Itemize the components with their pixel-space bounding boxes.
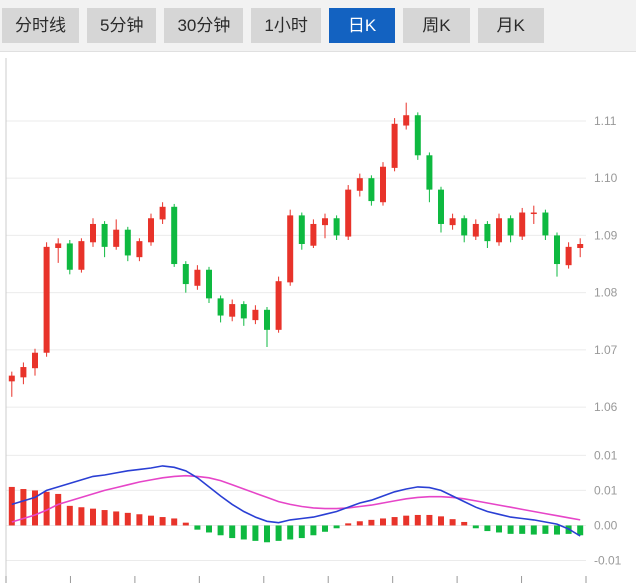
tab-monthly-k[interactable]: 月K (477, 8, 544, 43)
svg-text:1.06: 1.06 (594, 400, 618, 414)
svg-text:-0.01: -0.01 (594, 553, 622, 567)
tab-time-line[interactable]: 分时线 (2, 8, 79, 43)
svg-text:1.07: 1.07 (594, 343, 618, 357)
svg-text:1.08: 1.08 (594, 286, 618, 300)
tab-1hour[interactable]: 1小时 (251, 8, 321, 43)
svg-text:0.01: 0.01 (594, 483, 618, 497)
tab-daily-k[interactable]: 日K (328, 8, 396, 43)
svg-text:1.11: 1.11 (594, 114, 617, 128)
svg-text:0.00: 0.00 (594, 518, 618, 532)
svg-text:0.01: 0.01 (594, 448, 618, 462)
tab-5min[interactable]: 5分钟 (87, 8, 157, 43)
tab-30min[interactable]: 30分钟 (164, 8, 244, 43)
svg-text:1.09: 1.09 (594, 228, 618, 242)
timeframe-tabbar: 分时线 5分钟 30分钟 1小时 日K 周K 月K (0, 0, 636, 52)
svg-text:1.10: 1.10 (594, 171, 618, 185)
tab-weekly-k[interactable]: 周K (403, 8, 470, 43)
